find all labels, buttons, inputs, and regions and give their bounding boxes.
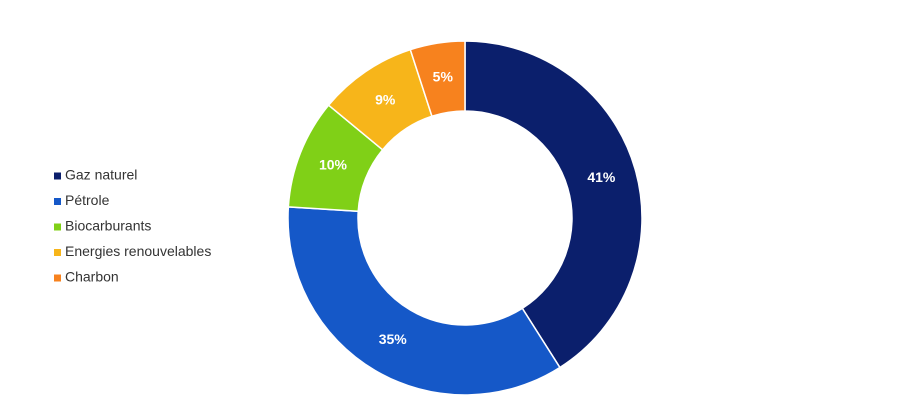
legend-swatch	[54, 223, 61, 231]
data-label: 5%	[433, 68, 454, 84]
legend-label: Charbon	[65, 269, 119, 285]
data-label: 35%	[379, 331, 408, 347]
legend-label: Biocarburants	[65, 218, 151, 234]
legend-label: Gaz naturel	[65, 167, 137, 183]
data-label: 10%	[319, 156, 348, 172]
data-label: 41%	[587, 169, 616, 185]
legend-label: Energies renouvelables	[65, 243, 211, 259]
legend-label: Pétrole	[65, 192, 110, 208]
legend-swatch	[54, 274, 61, 282]
legend-swatch	[54, 172, 61, 180]
donut-slice	[464, 40, 643, 369]
data-label: 9%	[375, 91, 396, 107]
donut-slice	[409, 40, 466, 118]
legend-swatch	[54, 198, 61, 205]
legend-swatch	[54, 249, 61, 256]
donut-slice	[287, 206, 561, 396]
